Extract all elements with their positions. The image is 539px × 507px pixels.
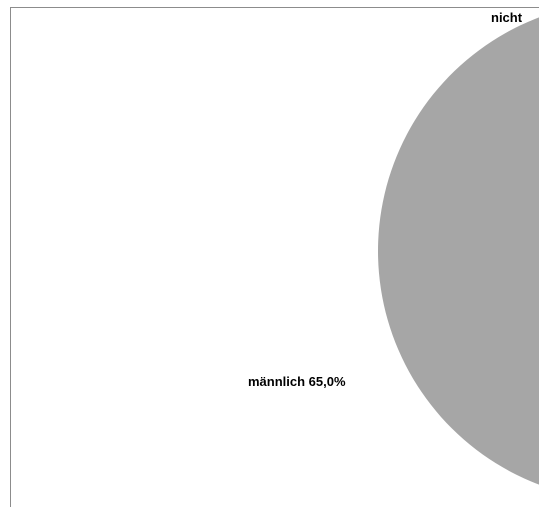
data-label-nicht: nicht (491, 10, 523, 25)
pie-chart: männlich 65,0% nicht (248, 10, 539, 485)
pie-slices (377, 17, 539, 485)
data-label-maennlich: männlich 65,0% (248, 374, 346, 389)
pie-slice-maennlich (377, 17, 539, 485)
